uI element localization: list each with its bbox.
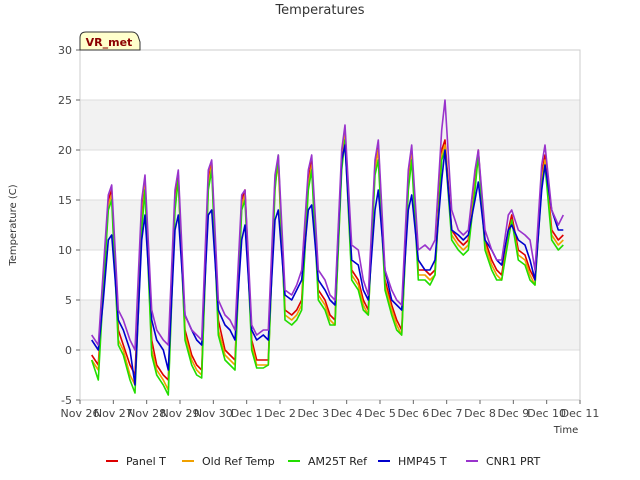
x-tick-label: Nov 27 [94, 407, 133, 420]
x-tick-label: Dec 1 [231, 407, 263, 420]
y-tick-label: -5 [61, 394, 72, 407]
legend-label: CNR1 PRT [486, 455, 541, 468]
y-tick-label: 5 [65, 294, 72, 307]
x-tick-label: Dec 8 [464, 407, 496, 420]
y-tick-label: 10 [58, 244, 72, 257]
legend: Panel T Old Ref Temp AM25T Ref HMP45 T CNR1 … [106, 455, 541, 468]
x-tick-label: Dec 4 [331, 407, 363, 420]
x-tick-label: Nov 28 [127, 407, 166, 420]
y-tick-label: 0 [65, 344, 72, 357]
chart-title: Temperatures [274, 3, 364, 18]
plot-band [80, 200, 580, 250]
plot-background [80, 50, 580, 400]
x-tick-label: Dec 10 [527, 407, 566, 420]
series-line [91, 99, 565, 351]
x-tick-label: Dec 3 [297, 407, 329, 420]
plot-band [80, 150, 580, 200]
legend-label: HMP45 T [398, 455, 447, 468]
legend-label: AM25T Ref [308, 455, 368, 468]
plot-frame [79, 49, 581, 401]
series-lines [90, 99, 565, 396]
legend-label: Panel T [126, 455, 166, 468]
x-axis-label: Time [553, 425, 578, 436]
y-tick-label: 20 [58, 144, 72, 157]
station-badge-label: VR_met [86, 36, 133, 49]
station-badge: VR_met [79, 31, 141, 51]
x-tick-label: Nov 29 [161, 407, 200, 420]
x-tick-label: Dec 11 [561, 407, 600, 420]
y-tick-label: 30 [58, 44, 72, 57]
legend-label: Old Ref Temp [202, 455, 275, 468]
x-tick-label: Dec 2 [264, 407, 296, 420]
x-tick-label: Dec 6 [397, 407, 429, 420]
x-tick-label: Dec 9 [497, 407, 529, 420]
plot-band [80, 50, 580, 100]
y-tick-label: 15 [58, 194, 72, 207]
y-axis: -5 0 5 10 15 20 25 30 [58, 44, 80, 407]
series-line [91, 144, 564, 386]
x-tick-label: Nov 26 [61, 407, 100, 420]
x-tick-label: Dec 7 [431, 407, 463, 420]
plot-band [80, 100, 580, 150]
x-tick-label: Nov 30 [194, 407, 233, 420]
x-tick-label: Dec 5 [364, 407, 396, 420]
y-axis-label: Temperature (C) [8, 184, 19, 266]
y-tick-label: 25 [58, 94, 72, 107]
